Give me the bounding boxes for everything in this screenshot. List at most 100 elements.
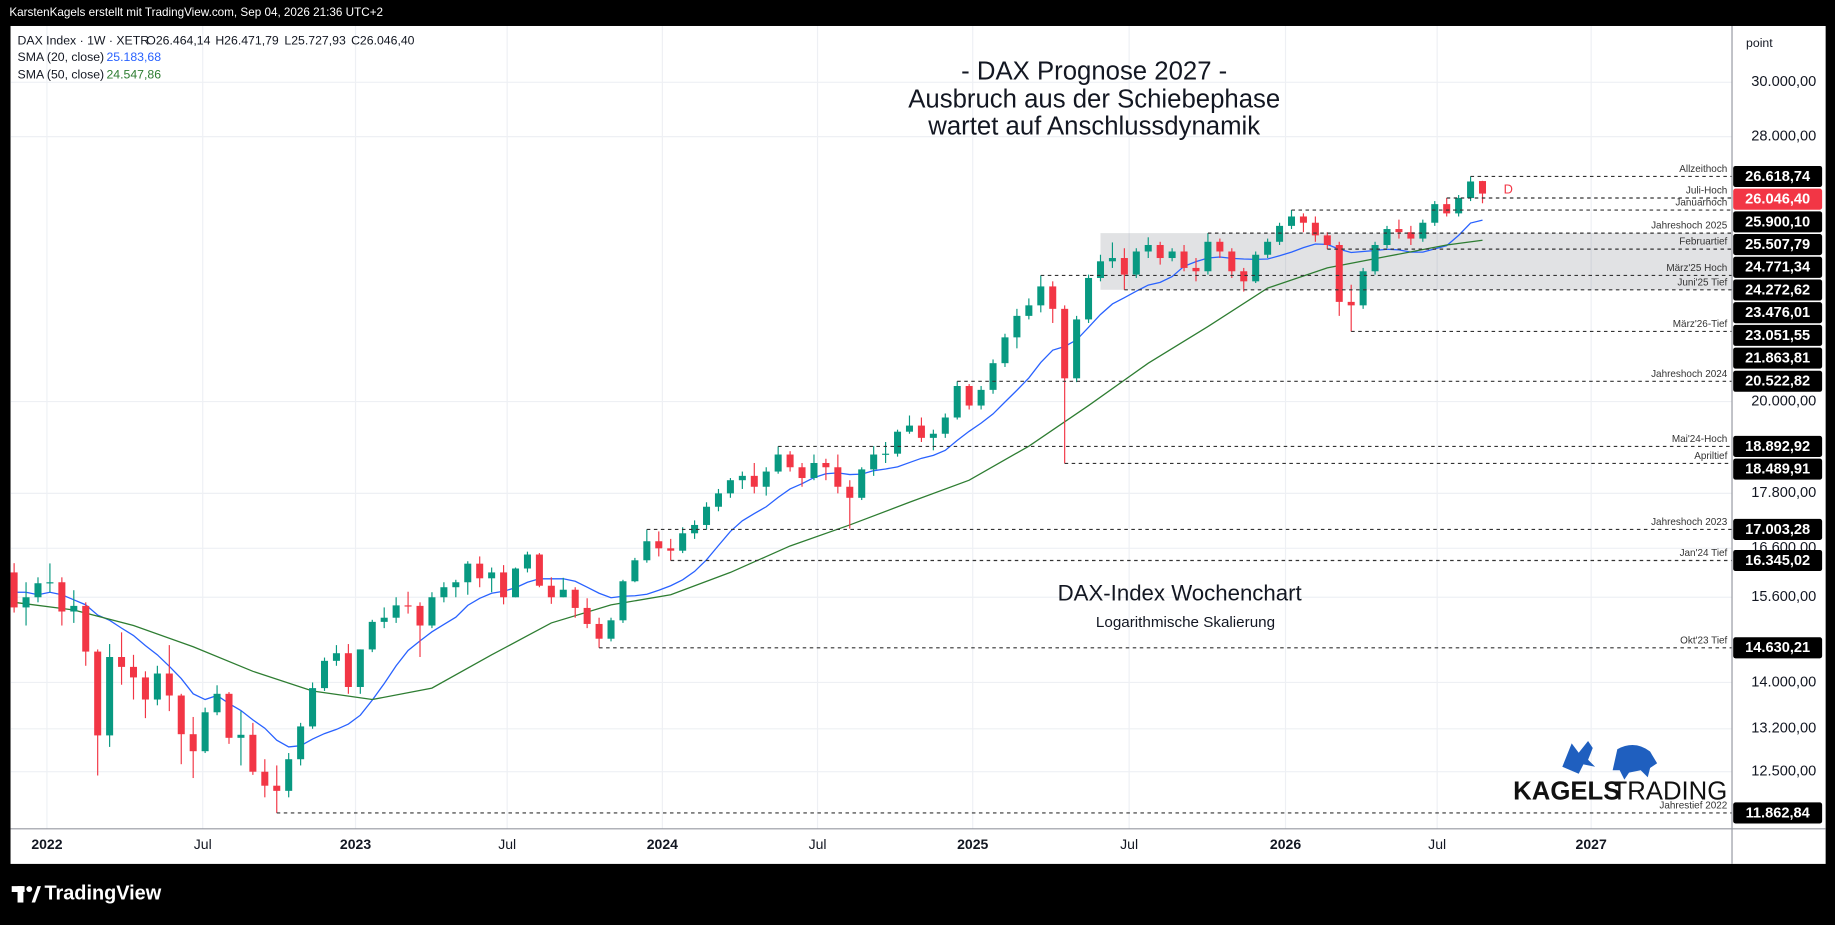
price-box-label: 26.618,74	[1745, 169, 1811, 185]
candle-body	[10, 572, 18, 608]
price-box-label: 23.476,01	[1745, 305, 1810, 321]
level-name: Jahrestief 2022	[1659, 801, 1727, 812]
price-box-label: 24.771,34	[1745, 260, 1811, 276]
candle-body	[941, 417, 949, 434]
footer-brand: TradingView	[44, 883, 161, 905]
candle-body	[1228, 251, 1236, 272]
level-name: Jahreshoch 2023	[1651, 517, 1728, 528]
candle-body	[297, 726, 305, 760]
candle-body	[34, 583, 42, 598]
candle-body	[1407, 232, 1415, 239]
candle-body	[213, 693, 221, 713]
price-box	[1733, 549, 1823, 572]
candle-body	[1335, 245, 1343, 302]
brand-logo: KAGELS TRADING	[1513, 741, 1727, 805]
candle-body	[750, 475, 758, 487]
candle-body	[714, 493, 722, 507]
candle-body	[440, 587, 448, 598]
candle-body	[488, 572, 496, 579]
x-tick-label: 2027	[1576, 836, 1607, 852]
candle-body	[500, 572, 508, 598]
candle-body	[1455, 198, 1463, 214]
annotation: DAX-Index Wochenchart	[1058, 581, 1303, 606]
plot-layer: 2022 Jul 2023 Jul 2024 Jul 2025 Jul 2026 Jul 2027 3…	[10, 25, 1816, 852]
candle-body	[870, 454, 878, 470]
candle-body	[905, 425, 913, 432]
subtitle: Logarithmische Skalierung	[1096, 614, 1275, 631]
price-box-label: 18.489,91	[1745, 462, 1810, 478]
candle-body	[1037, 286, 1045, 306]
candle-body	[619, 581, 627, 621]
candle-body	[1276, 225, 1284, 242]
candle-body	[1347, 301, 1355, 306]
candle-body	[822, 462, 830, 468]
candle-body	[1049, 286, 1057, 309]
candle-body	[798, 467, 806, 479]
candle-body	[1311, 222, 1319, 236]
event-marker: D	[1504, 181, 1513, 196]
y-unit: point	[1746, 36, 1773, 50]
level-name: Apriltief	[1694, 451, 1727, 462]
brand-name: TRADING	[1611, 777, 1727, 805]
candle-body	[929, 433, 937, 438]
price-box	[1733, 234, 1823, 256]
y-tick-label: 30.000,00	[1751, 74, 1816, 90]
candle-body	[858, 469, 866, 498]
candle-body	[201, 712, 209, 752]
candle-body	[989, 363, 997, 390]
candle-body	[309, 688, 317, 727]
x-tick-label: 2026	[1270, 836, 1301, 852]
candle-body	[595, 623, 603, 639]
candle-body	[428, 597, 436, 626]
logo-part	[31, 886, 41, 903]
sma-line	[14, 219, 1483, 748]
candle-body	[535, 554, 543, 586]
price-box-label: 25.507,79	[1745, 237, 1810, 253]
footer-logo	[11, 886, 41, 903]
price-box-label: 20.522,82	[1745, 374, 1810, 390]
title-line: Ausbruch aus der Schiebephase	[908, 86, 1280, 114]
candle-body	[118, 657, 126, 667]
candle-body	[894, 431, 902, 454]
candle-body	[392, 605, 400, 618]
candle-body	[1180, 251, 1188, 268]
x-tick-label: Jul	[1120, 836, 1138, 852]
candle-body	[1216, 241, 1224, 252]
candle-body	[691, 524, 699, 534]
y-tick-label: 14.000,00	[1751, 674, 1816, 690]
y-tick-label: 17.800,00	[1751, 485, 1816, 501]
candle-body	[571, 589, 579, 608]
brand-name: KAGELS	[1513, 777, 1620, 805]
price-box	[1733, 211, 1823, 233]
legend-sma-value: 24.547,86	[106, 67, 161, 81]
price-box-label: 17.003,28	[1745, 522, 1810, 538]
candle-body	[882, 453, 890, 455]
price-box-label: 14.630,21	[1745, 640, 1810, 656]
candle-body	[703, 506, 711, 525]
candle-body	[631, 560, 639, 582]
candle-body	[512, 568, 520, 598]
candle-body	[70, 605, 78, 612]
candle-body	[1204, 241, 1212, 272]
candle-body	[1061, 308, 1069, 379]
candle-body	[141, 677, 149, 700]
price-box-label: 26.046,40	[1745, 192, 1810, 208]
candle-body	[1395, 229, 1403, 233]
candle-body	[726, 480, 734, 494]
price-box-label: 25.900,10	[1745, 214, 1810, 230]
price-box	[1733, 518, 1823, 540]
candle-body	[1419, 222, 1427, 239]
price-box-label: 16.345,02	[1745, 553, 1810, 569]
logo-part	[26, 886, 33, 892]
candle-body	[177, 695, 185, 735]
level-name: Jahreshoch 2024	[1651, 369, 1728, 380]
candle-body	[953, 386, 961, 418]
y-tick-label: 13.200,00	[1751, 721, 1816, 737]
candle-body	[1359, 271, 1367, 306]
candle-body	[1252, 254, 1260, 282]
level-name: Mai'24-Hoch	[1672, 434, 1727, 445]
x-tick-label: 2023	[340, 836, 371, 852]
candle-body	[1132, 251, 1140, 275]
price-box-label: 24.272,62	[1745, 282, 1810, 298]
candle-body	[1478, 181, 1487, 194]
